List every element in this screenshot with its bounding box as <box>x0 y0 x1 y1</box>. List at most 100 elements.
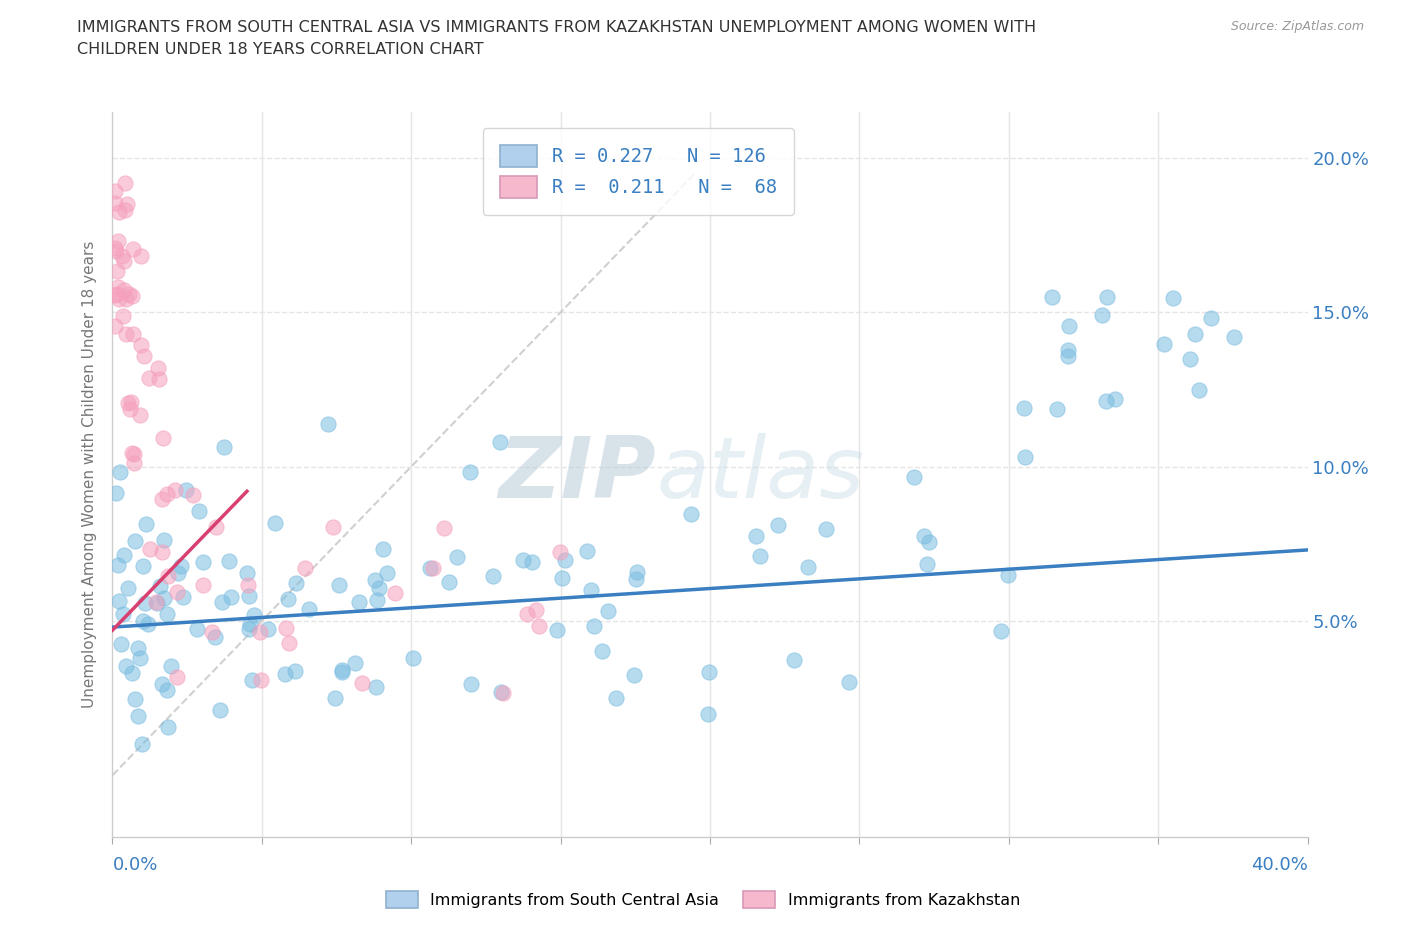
Point <box>122 446 145 461</box>
Point <box>121 288 143 303</box>
Point <box>583 619 606 634</box>
Point <box>814 522 837 537</box>
Point <box>1059 318 1081 333</box>
Point <box>273 666 295 681</box>
Point <box>276 620 298 635</box>
Point <box>111 606 134 621</box>
Point <box>145 595 167 610</box>
Point <box>129 248 152 263</box>
Point <box>157 568 180 583</box>
Point <box>120 395 142 410</box>
Point <box>576 544 599 559</box>
Point <box>131 737 153 751</box>
Point <box>121 445 143 460</box>
Point <box>744 528 766 543</box>
Point <box>136 617 159 631</box>
Point <box>551 570 574 585</box>
Point <box>1095 393 1118 408</box>
Point <box>591 644 613 658</box>
Point <box>129 408 152 423</box>
Point <box>322 519 344 534</box>
Point <box>156 486 179 501</box>
Point <box>624 572 647 587</box>
Text: CHILDREN UNDER 18 YEARS CORRELATION CHART: CHILDREN UNDER 18 YEARS CORRELATION CHAR… <box>77 42 484 57</box>
Point <box>107 558 129 573</box>
Point <box>366 593 388 608</box>
Point <box>211 594 233 609</box>
Point <box>149 578 172 593</box>
Point <box>768 517 790 532</box>
Point <box>156 606 179 621</box>
Point <box>132 614 155 629</box>
Point <box>169 559 191 574</box>
Point <box>1046 401 1069 416</box>
Point <box>186 622 208 637</box>
Point <box>204 520 226 535</box>
Point <box>112 283 135 298</box>
Point <box>105 286 128 301</box>
Point <box>697 707 720 722</box>
Point <box>1091 307 1114 322</box>
Point <box>188 503 211 518</box>
Point <box>107 264 129 279</box>
Point <box>460 677 482 692</box>
Point <box>108 593 131 608</box>
Point <box>782 652 804 667</box>
Point <box>368 581 391 596</box>
Point <box>118 402 141 417</box>
Point <box>174 483 197 498</box>
Point <box>990 623 1012 638</box>
Point <box>263 515 285 530</box>
Point <box>529 618 551 633</box>
Point <box>332 664 354 679</box>
Point <box>134 349 156 364</box>
Point <box>236 578 259 592</box>
Point <box>111 248 134 263</box>
Point <box>516 606 538 621</box>
Point <box>350 676 373 691</box>
Point <box>489 685 512 700</box>
Point <box>108 292 131 307</box>
Point <box>749 549 772 564</box>
Point <box>163 483 186 498</box>
Point <box>156 683 179 698</box>
Point <box>997 567 1019 582</box>
Y-axis label: Unemployment Among Women with Children Under 18 years: Unemployment Among Women with Children U… <box>82 241 97 708</box>
Point <box>903 470 925 485</box>
Point <box>1104 392 1126 406</box>
Point <box>546 622 568 637</box>
Point <box>138 370 160 385</box>
Point <box>343 656 366 671</box>
Point <box>294 561 316 576</box>
Point <box>209 702 232 717</box>
Point <box>1153 337 1175 352</box>
Text: Source: ZipAtlas.com: Source: ZipAtlas.com <box>1230 20 1364 33</box>
Point <box>193 554 215 569</box>
Point <box>112 254 135 269</box>
Point <box>554 552 576 567</box>
Point <box>121 326 143 341</box>
Point <box>917 557 939 572</box>
Point <box>285 576 308 591</box>
Point <box>153 533 176 548</box>
Point <box>325 690 347 705</box>
Point <box>122 456 145 471</box>
Point <box>129 338 152 352</box>
Point <box>489 434 512 449</box>
Point <box>166 584 188 599</box>
Text: 0.0%: 0.0% <box>112 856 157 873</box>
Point <box>384 586 406 601</box>
Point <box>157 720 180 735</box>
Point <box>278 636 301 651</box>
Point <box>623 668 645 683</box>
Point <box>135 516 157 531</box>
Point <box>432 520 454 535</box>
Point <box>482 568 505 583</box>
Point <box>107 279 129 294</box>
Point <box>605 690 627 705</box>
Point <box>104 195 127 210</box>
Point <box>104 240 127 255</box>
Point <box>371 542 394 557</box>
Point <box>150 545 173 560</box>
Point <box>912 528 935 543</box>
